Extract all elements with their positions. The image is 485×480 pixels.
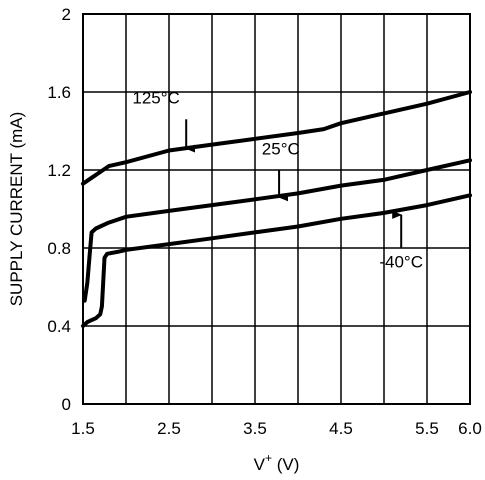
annotation-label: 125°C	[132, 89, 179, 108]
series-lines	[81, 90, 472, 328]
y-tick-label: 2	[62, 5, 71, 24]
series-line	[82, 158, 472, 303]
y-tick-label: 0.8	[47, 239, 71, 258]
x-tick-label: 2.5	[157, 419, 181, 438]
annotations: 125°C 25°C -40°C	[132, 89, 423, 272]
x-axis-label-superscript: +	[265, 451, 272, 465]
annotation-label: 25°C	[262, 139, 300, 158]
y-tick-label: 0.4	[47, 317, 71, 336]
y-tick-label: 1.2	[47, 161, 71, 180]
y-tick-label: 0	[62, 395, 71, 414]
x-axis-label: V+ (V)	[254, 451, 300, 474]
x-tick-label: 1.5	[71, 419, 95, 438]
x-axis-label-unit: (V)	[272, 455, 299, 474]
series-line	[81, 193, 472, 328]
x-tick-label: 6.0	[458, 419, 482, 438]
y-tick-label: 1.6	[47, 83, 71, 102]
x-tick-label: 5.5	[415, 419, 439, 438]
series-line	[81, 90, 472, 186]
annotation-label: -40°C	[379, 253, 423, 272]
tick-labels: 1.5 2.5 3.5 4.5 5.5 6.0 0 0.4 0.8 1.2 1.6 2	[47, 5, 481, 438]
x-tick-label: 3.5	[243, 419, 267, 438]
plot-frame	[82, 13, 471, 405]
x-tick-label: 4.5	[329, 419, 353, 438]
y-axis-label: SUPPLY CURRENT (mA)	[7, 112, 26, 307]
x-axis-label-main: V	[254, 455, 266, 474]
